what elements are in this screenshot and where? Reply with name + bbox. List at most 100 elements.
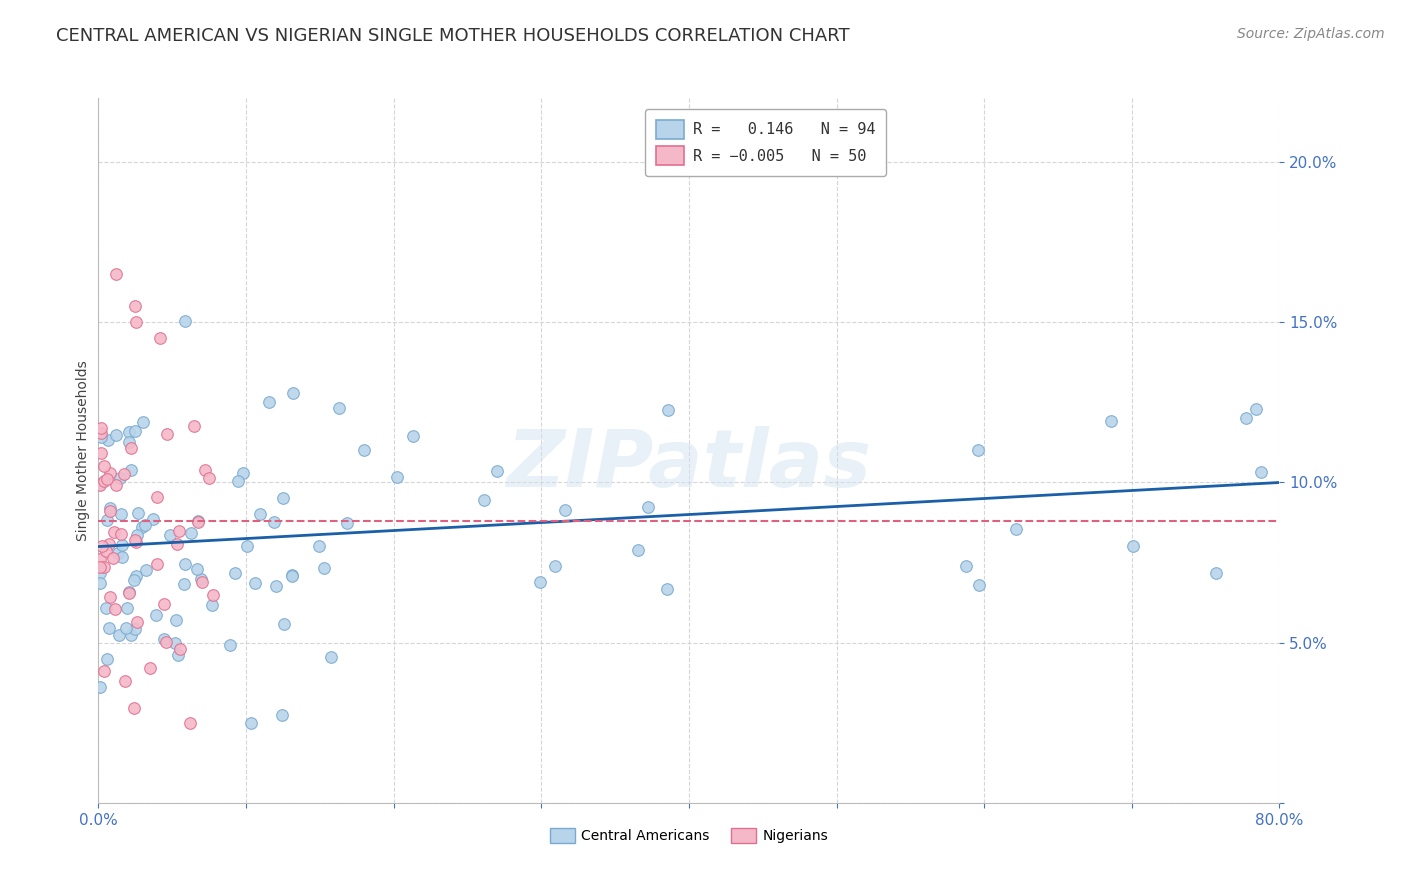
Point [219, 638, 242, 652]
Point [657, 403, 679, 417]
Point [263, 515, 285, 529]
Point [240, 715, 263, 730]
Y-axis label: Single Mother Households: Single Mother Households [76, 360, 90, 541]
Point [281, 567, 304, 582]
Point [139, 661, 162, 675]
Point [155, 635, 177, 649]
Point [122, 701, 145, 715]
Point [110, 470, 132, 484]
Point [90, 446, 112, 460]
Point [124, 314, 146, 328]
Point [96, 472, 118, 486]
Point [131, 520, 153, 534]
Point [101, 551, 124, 566]
Point [90, 426, 112, 441]
Point [105, 428, 128, 442]
Point [98, 591, 121, 605]
Point [100, 504, 122, 518]
Point [173, 314, 195, 328]
Point [169, 642, 191, 657]
Point [98, 466, 121, 480]
Point [153, 597, 176, 611]
Point [187, 515, 209, 529]
Point [197, 471, 219, 485]
Point [94, 601, 117, 615]
Point [955, 558, 977, 573]
Point [93, 459, 115, 474]
Point [89, 560, 111, 574]
Point [124, 622, 146, 636]
Point [104, 601, 127, 615]
Point [486, 465, 509, 479]
Point [312, 560, 335, 574]
Text: ZIPatlas: ZIPatlas [506, 425, 872, 504]
Point [146, 491, 169, 505]
Point [96, 514, 118, 528]
Point [127, 615, 149, 629]
Point [353, 442, 375, 457]
Point [105, 477, 128, 491]
Point [146, 557, 169, 571]
Point [627, 543, 650, 558]
Point [249, 507, 271, 521]
Text: Source: ZipAtlas.com: Source: ZipAtlas.com [1237, 27, 1385, 41]
Point [235, 539, 257, 553]
Point [145, 607, 167, 622]
Point [110, 526, 132, 541]
Point [117, 585, 139, 599]
Point [321, 650, 343, 665]
Point [967, 442, 990, 457]
Point [183, 418, 205, 433]
Point [124, 299, 146, 313]
Point [167, 648, 190, 662]
Point [1250, 465, 1272, 479]
Point [336, 516, 359, 530]
Point [166, 537, 188, 551]
Point [1205, 566, 1227, 580]
Point [120, 441, 142, 455]
Point [125, 535, 148, 549]
Point [107, 628, 129, 642]
Point [544, 558, 567, 573]
Point [226, 474, 249, 488]
Point [118, 425, 141, 440]
Point [328, 401, 350, 415]
Point [90, 430, 112, 444]
Point [190, 572, 212, 586]
Point [273, 617, 295, 632]
Text: CENTRAL AMERICAN VS NIGERIAN SINGLE MOTHER HOUSEHOLDS CORRELATION CHART: CENTRAL AMERICAN VS NIGERIAN SINGLE MOTH… [56, 27, 849, 45]
Point [153, 632, 176, 646]
Point [93, 665, 115, 679]
Point [271, 491, 294, 505]
Point [1122, 539, 1144, 553]
Point [657, 582, 679, 596]
Point [94, 543, 117, 558]
Point [308, 539, 330, 553]
Point [124, 424, 146, 438]
Point [385, 470, 408, 484]
Point [1234, 410, 1257, 425]
Point [135, 564, 157, 578]
Point [257, 395, 280, 409]
Point [142, 512, 165, 526]
Point [97, 537, 120, 551]
Point [529, 575, 551, 590]
Point [156, 427, 179, 442]
Point [969, 578, 991, 592]
Point [187, 514, 209, 528]
Point [186, 562, 208, 576]
Point [97, 434, 120, 448]
Point [112, 467, 135, 482]
Point [283, 386, 305, 401]
Point [111, 537, 134, 551]
Point [115, 622, 138, 636]
Point [97, 621, 120, 635]
Point [173, 557, 195, 571]
Point [180, 525, 202, 540]
Point [1244, 402, 1267, 417]
Point [89, 478, 111, 492]
Point [125, 569, 148, 583]
Point [179, 715, 201, 730]
Point [173, 577, 195, 591]
Point [118, 586, 141, 600]
